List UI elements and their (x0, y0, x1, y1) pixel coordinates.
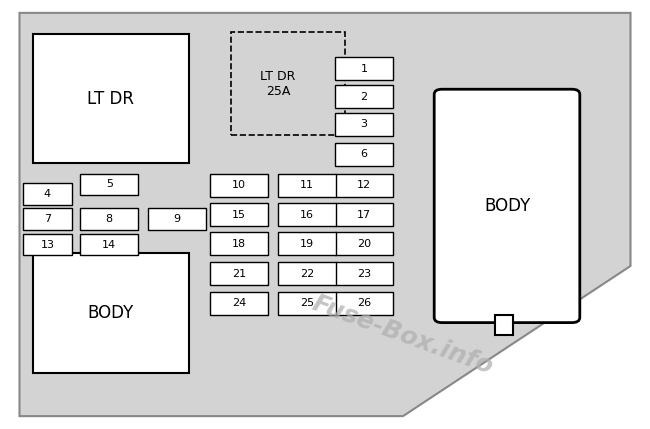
Bar (335, 112, 393, 136)
Bar (148, 208, 206, 230)
Bar (278, 262, 336, 286)
Text: BODY: BODY (87, 304, 134, 322)
Text: 19: 19 (300, 239, 314, 249)
Text: 26: 26 (357, 298, 371, 308)
Bar (278, 203, 336, 227)
Bar (210, 262, 268, 286)
Bar (335, 142, 393, 166)
Bar (23, 183, 72, 205)
Text: LT DR: LT DR (87, 90, 134, 108)
Text: 13: 13 (40, 239, 55, 250)
Text: 6: 6 (361, 149, 367, 160)
Bar (335, 203, 393, 227)
FancyBboxPatch shape (434, 89, 580, 323)
Text: 7: 7 (44, 214, 51, 224)
Text: 18: 18 (232, 239, 246, 249)
Bar (80, 208, 138, 230)
Bar (278, 173, 336, 197)
Text: 21: 21 (232, 269, 246, 279)
Text: LT DR
25A: LT DR 25A (260, 69, 296, 98)
Bar (278, 232, 336, 256)
Bar (335, 57, 393, 81)
Bar (32, 34, 188, 163)
Text: 10: 10 (232, 180, 246, 190)
Text: 3: 3 (361, 119, 367, 130)
Bar (335, 292, 393, 315)
Text: 4: 4 (44, 189, 51, 199)
Bar (23, 208, 72, 230)
Polygon shape (20, 13, 630, 416)
Bar (278, 292, 336, 315)
Text: 17: 17 (357, 209, 371, 220)
Bar (231, 32, 344, 135)
Bar (335, 232, 393, 256)
Text: BODY: BODY (484, 197, 530, 215)
Bar (210, 203, 268, 227)
Text: 20: 20 (357, 239, 371, 249)
Text: 24: 24 (232, 298, 246, 308)
Bar (210, 173, 268, 197)
Text: 9: 9 (174, 214, 180, 224)
Bar (335, 173, 393, 197)
Text: 22: 22 (300, 269, 314, 279)
Text: 16: 16 (300, 209, 314, 220)
Bar (335, 262, 393, 286)
Bar (32, 253, 188, 373)
Text: 11: 11 (300, 180, 314, 190)
Bar (80, 174, 138, 195)
Text: 1: 1 (361, 63, 367, 74)
Bar (335, 85, 393, 108)
Text: 15: 15 (232, 209, 246, 220)
Text: 23: 23 (357, 269, 371, 279)
Bar (23, 234, 72, 255)
Text: 5: 5 (106, 179, 112, 190)
Text: 12: 12 (357, 180, 371, 190)
Text: Fuse-Box.info: Fuse-Box.info (309, 291, 497, 378)
Text: 14: 14 (102, 239, 116, 250)
Bar (80, 234, 138, 255)
Bar (210, 292, 268, 315)
Text: 25: 25 (300, 298, 314, 308)
Text: 2: 2 (361, 91, 367, 102)
Bar (210, 232, 268, 256)
Text: 8: 8 (106, 214, 112, 224)
Bar (495, 315, 513, 335)
